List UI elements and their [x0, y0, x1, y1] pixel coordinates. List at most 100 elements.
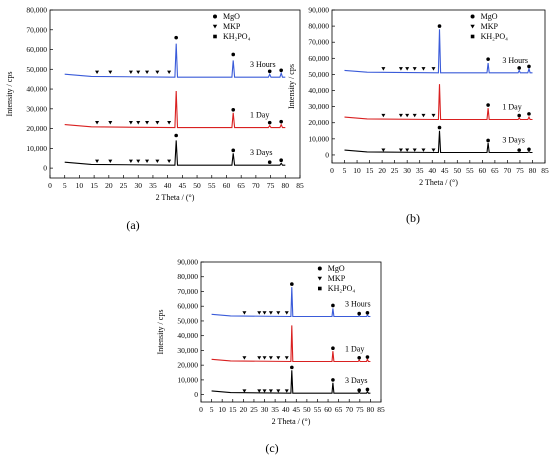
x-tick-label: 15	[229, 405, 237, 414]
x-tick-label: 65	[237, 181, 245, 190]
series-label: 3 Hours	[345, 300, 371, 309]
mkp-marker	[145, 121, 150, 125]
y-tick-label: 70,000	[26, 25, 47, 34]
x-tick-label: 5	[63, 181, 67, 190]
mkp-marker	[128, 121, 133, 125]
mgo-marker	[365, 387, 370, 392]
x-tick-label: 0	[330, 166, 334, 175]
legend-label: KH₂PO₄	[223, 32, 251, 41]
y-tick-label: 80,000	[26, 6, 47, 15]
y-tick-label: 70,000	[308, 38, 329, 47]
x-tick-label: 50	[303, 405, 311, 414]
mkp-marker	[136, 121, 141, 125]
mgo-marker	[267, 120, 272, 125]
series-line-1-day	[64, 90, 286, 129]
x-tick-label: 35	[271, 405, 279, 414]
mgo-marker	[267, 69, 272, 74]
series-line-1-day	[211, 325, 371, 363]
x-tick-label: 65	[335, 405, 343, 414]
x-tick-label: 25	[250, 405, 258, 414]
x-tick-label: 25	[120, 181, 128, 190]
x-tick-label: 15	[366, 166, 374, 175]
mgo-marker	[174, 35, 178, 40]
series-line-1-day	[344, 84, 533, 121]
mgo-marker	[517, 66, 521, 70]
y-tick-label: 10,000	[308, 134, 329, 143]
y-tick-label: 60,000	[177, 302, 198, 311]
mkp-marker	[242, 311, 247, 315]
x-tick-label: 55	[314, 405, 322, 414]
x-tick-label: 30	[134, 181, 142, 190]
x-tick-label: 80	[367, 405, 375, 414]
mgo-marker	[486, 103, 490, 107]
mkp-marker	[262, 389, 267, 393]
legend-label: MKP	[481, 22, 499, 31]
panel-b: 0 5 10 15 20 25 30 35 40 45 50 55 60 65 70 75 80 85010,00…	[287, 6, 549, 226]
mgo-marker	[486, 57, 490, 61]
series-label: 1 Day	[345, 344, 364, 353]
mgo-marker	[365, 355, 370, 359]
series-label: 3 Hours	[502, 56, 528, 65]
y-tick-label: 40,000	[308, 86, 329, 95]
y-tick-label: 50,000	[26, 65, 47, 74]
mgo-marker	[290, 282, 294, 286]
mgo-marker	[527, 64, 531, 69]
mkp-marker	[412, 67, 417, 71]
mkp-marker	[108, 159, 113, 163]
mkp-marker	[381, 113, 386, 118]
panel-caption: (a)	[126, 218, 139, 232]
series-label: 3 Days	[250, 148, 272, 157]
mkp-marker	[136, 159, 141, 163]
legend-kh2po4-marker	[318, 286, 322, 291]
y-tick-label: 0	[194, 390, 198, 399]
series-label: 1 Day	[502, 103, 521, 112]
y-tick-label: 60,000	[26, 45, 47, 54]
legend-mkp-marker	[470, 24, 475, 29]
y-tick-label: 70,000	[177, 287, 198, 296]
x-tick-label: 60	[324, 405, 332, 414]
mkp-marker	[381, 67, 386, 71]
mkp-marker	[268, 389, 273, 393]
mkp-marker	[167, 121, 172, 125]
mkp-marker	[145, 70, 150, 75]
mkp-marker	[262, 311, 267, 315]
x-tick-label: 20	[105, 181, 113, 190]
mkp-marker	[268, 311, 273, 315]
y-tick-label: 30,000	[177, 346, 198, 355]
mgo-marker	[279, 119, 283, 124]
mgo-marker	[174, 133, 178, 138]
series-label: 1 Day	[250, 111, 269, 120]
y-tick-label: 90,000	[308, 6, 329, 15]
legend-label: MgO	[223, 12, 240, 21]
mkp-marker	[284, 311, 289, 315]
x-axis-label: 2 Theta / (°)	[419, 178, 458, 187]
mkp-marker	[262, 356, 267, 360]
mkp-marker	[95, 121, 100, 125]
x-tick-label: 60	[479, 166, 487, 175]
panel-caption: (b)	[406, 211, 420, 225]
legend-kh2po4-marker	[470, 34, 475, 39]
x-tick-label: 70	[252, 181, 260, 190]
legend-mgo-marker	[470, 14, 475, 19]
mkp-marker	[95, 159, 100, 163]
y-tick-label: 50,000	[308, 70, 329, 79]
y-tick-label: 0	[325, 150, 329, 159]
mkp-marker	[257, 356, 262, 360]
x-tick-label: 30	[403, 166, 411, 175]
legend-mkp-marker	[212, 24, 218, 29]
mkp-marker	[155, 70, 160, 75]
mkp-marker	[145, 159, 150, 163]
y-tick-label: 10,000	[177, 375, 198, 384]
mkp-marker	[155, 121, 160, 125]
panel-a: 0 5 10 15 20 25 30 35 40 45 50 55 60 65 70 75 80 85 0 10,00…	[5, 6, 304, 233]
mgo-marker	[267, 160, 272, 164]
legend-mgo-marker	[213, 14, 217, 19]
x-tick-label: 40	[164, 181, 172, 190]
mkp-marker	[257, 311, 262, 315]
mgo-marker	[517, 148, 521, 152]
legend-mkp-marker	[317, 276, 322, 281]
legend-label: MKP	[223, 22, 241, 31]
mgo-marker	[357, 388, 361, 393]
x-tick-label: 30	[261, 405, 269, 414]
y-tick-label: 10,000	[26, 144, 47, 153]
